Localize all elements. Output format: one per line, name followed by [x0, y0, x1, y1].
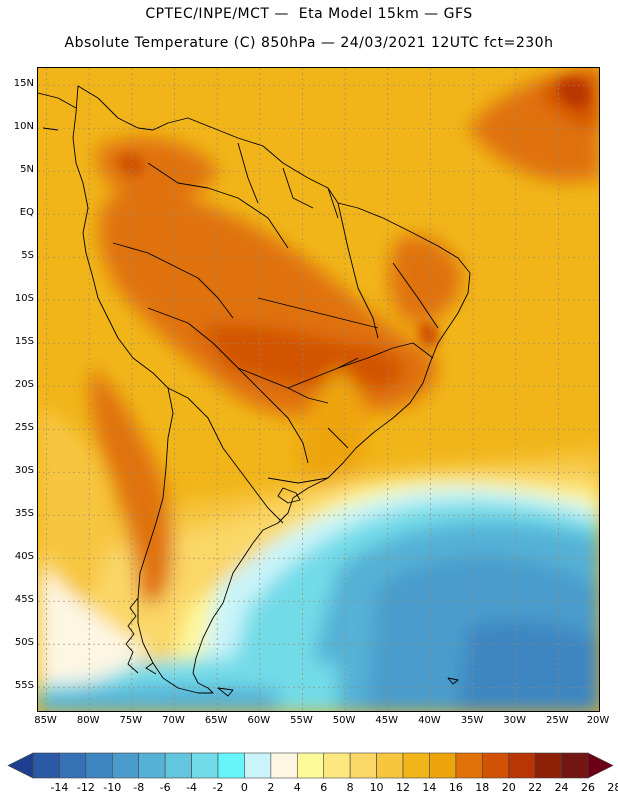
lon-tick-label: 45W	[375, 715, 399, 726]
colorbar-tick-label: -4	[186, 781, 198, 794]
colorbar-swatch	[244, 752, 272, 779]
colorbar-swatch	[32, 752, 60, 779]
colorbar-swatch	[111, 752, 140, 779]
colorbar-tick-label: 24	[554, 781, 569, 794]
colorbar-tick-label: -8	[133, 781, 145, 794]
lat-tick-label: 30S	[14, 465, 34, 477]
lon-tick-label: 70W	[162, 715, 185, 726]
colorbar-tick-label: 28	[607, 781, 618, 794]
colorbar-low-triangle	[7, 752, 34, 779]
lon-tick-label: 60W	[247, 715, 271, 726]
lon-tick-label: 40W	[418, 715, 441, 726]
colorbar-swatch	[349, 752, 377, 779]
colorbar-tick-label: 26	[581, 781, 595, 794]
colorbar-swatch	[534, 752, 562, 779]
lon-tick-label: 80W	[76, 715, 100, 726]
colorbar-swatch	[217, 752, 245, 779]
colorbar-swatch	[85, 752, 113, 779]
colorbar-tick-label: 12	[396, 781, 410, 794]
colorbar-swatch	[376, 752, 404, 779]
colorbar-swatch	[164, 752, 192, 779]
colorbar-tick-label: 6	[320, 781, 328, 794]
colorbar-tick-label: 4	[293, 781, 301, 794]
lon-tick-label: 30W	[503, 715, 526, 726]
lon-tick-label: 65W	[204, 715, 228, 726]
colorbar-tick-label: -10	[103, 781, 122, 794]
colorbar-swatch	[508, 752, 536, 779]
colorbar-swatch	[455, 752, 483, 779]
coastlines-and-borders	[38, 85, 471, 697]
lon-tick-label: 35W	[460, 715, 484, 726]
colorbar-tick-label: -2	[212, 781, 224, 794]
graticule	[38, 68, 599, 711]
lat-tick-label: 45S	[14, 594, 34, 606]
lat-tick-label: 25S	[14, 422, 34, 434]
map-panel	[37, 67, 600, 712]
lat-tick-label: 10S	[14, 293, 34, 305]
temperature-map	[38, 68, 599, 711]
lon-tick-label: 50W	[332, 715, 356, 726]
colorbar-swatch	[323, 752, 351, 779]
lon-tick-label: 85W	[34, 715, 57, 726]
colorbar-tick-label: 22	[528, 781, 543, 794]
lat-tick-label: EQ	[19, 207, 34, 219]
colorbar-tick-label: 8	[346, 781, 354, 794]
colorbar-tick-label: -6	[159, 781, 171, 794]
lat-tick-label: 50S	[14, 637, 34, 649]
lat-tick-label: 55S	[14, 680, 34, 692]
lat-tick-label: 10N	[13, 121, 34, 133]
lat-tick-label: 5N	[20, 164, 34, 176]
colorbar-tick-label: -12	[76, 781, 95, 794]
colorbar	[7, 752, 614, 779]
colorbar-tick-label: 20	[501, 781, 516, 794]
colorbar-tick-label: 10	[369, 781, 384, 794]
lat-tick-label: 35S	[14, 508, 34, 520]
lat-tick-label: 20S	[14, 379, 34, 391]
colorbar-tick-label: 2	[267, 781, 275, 794]
colorbar-swatch	[296, 752, 325, 779]
temperature-field	[38, 68, 599, 711]
colorbar-swatch	[191, 752, 219, 779]
colorbar-tick-label: 18	[475, 781, 490, 794]
colorbar-swatch	[138, 752, 166, 779]
colorbar-high-triangle	[587, 752, 614, 779]
lon-tick-label: 55W	[290, 715, 313, 726]
colorbar-tick-label: 0	[240, 781, 248, 794]
colorbar-tick-label: -14	[50, 781, 69, 794]
colorbar-swatch	[561, 752, 589, 779]
lat-tick-label: 15N	[13, 78, 34, 90]
colorbar-swatch	[59, 752, 87, 779]
title-line-2: Absolute Temperature (C) 850hPa — 24/03/…	[64, 35, 554, 51]
lat-tick-label: 40S	[14, 551, 34, 563]
colorbar-tick-label: 14	[422, 781, 437, 794]
colorbar-swatch	[270, 752, 298, 779]
lat-tick-label: 5S	[21, 250, 34, 262]
lon-tick-label: 20W	[586, 715, 610, 726]
lat-tick-label: 15S	[14, 336, 34, 348]
colorbar-tick-label: 16	[448, 781, 463, 794]
colorbar-swatch	[402, 752, 430, 779]
colorbar-swatch	[481, 752, 510, 779]
colorbar-swatch	[429, 752, 457, 779]
lon-tick-label: 75W	[119, 715, 143, 726]
title-line-1: CPTEC/INPE/MCT — Eta Model 15km — GFS	[145, 6, 473, 22]
lon-tick-label: 25W	[546, 715, 569, 726]
